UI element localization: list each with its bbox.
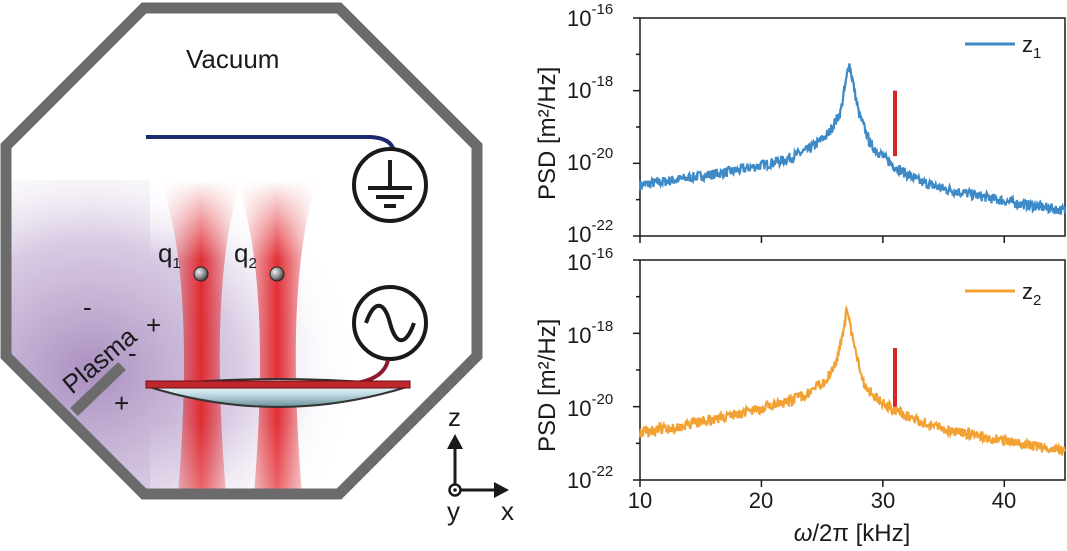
vacuum-chamber <box>0 2 483 500</box>
schematic: Vacuum q1 q2 Pla <box>0 2 514 526</box>
ylabel-bottom: PSD [m²/Hz] <box>534 319 561 452</box>
coordinate-axes <box>447 434 509 498</box>
plot-frame-bottom <box>639 259 1066 481</box>
ytick-labels-bottom: 10-16 10-18 10-20 10-22 <box>567 245 613 493</box>
psd-panel-bottom: 10-16 10-18 10-20 10-22 PSD [m²/Hz] z2 1… <box>534 245 1067 547</box>
xtick-label: 40 <box>992 488 1016 513</box>
legend-top: z1 <box>965 32 1041 62</box>
ytick-label: 10-22 <box>567 217 613 247</box>
legend-label-z1: z1 <box>1022 32 1041 62</box>
charge-minus-2: - <box>128 338 137 368</box>
ytick-label: 10-20 <box>567 145 613 175</box>
ytick-label: 10-18 <box>567 73 613 103</box>
xtick-label: 10 <box>628 488 652 513</box>
particle-2 <box>269 266 285 282</box>
ac-source-symbol <box>352 285 428 361</box>
charge-plus-2: + <box>114 388 129 418</box>
ytick-label: 10-22 <box>567 463 613 493</box>
axis-y-label: y <box>447 496 460 526</box>
lens-electrode <box>145 378 411 408</box>
xtick-label: 20 <box>749 488 773 513</box>
ground-symbol <box>352 147 428 223</box>
xtick-label: 30 <box>871 488 895 513</box>
axis-ticks-bottom <box>633 259 1006 487</box>
ylabel-top: PSD [m²/Hz] <box>534 67 561 200</box>
ytick-label: 10-20 <box>567 391 613 421</box>
particle-1 <box>193 266 209 282</box>
vacuum-label: Vacuum <box>186 44 279 74</box>
axis-ticks-top <box>633 17 1006 243</box>
plasma-electrode <box>70 362 126 416</box>
series-z2-line <box>638 304 1067 457</box>
ytick-label: 10-16 <box>567 245 613 275</box>
particle-2-label: q2 <box>234 238 257 272</box>
axis-z-label: z <box>448 402 461 432</box>
xlabel: ω/2π [kHz] <box>794 520 911 547</box>
charge-minus-1: - <box>83 292 92 322</box>
ytick-label: 10-16 <box>567 1 613 31</box>
particle-1-label: q1 <box>158 238 181 272</box>
psd-panel-top: 10-16 10-18 10-20 10-22 PSD [m²/Hz] z1 <box>534 1 1067 247</box>
series-z1-line <box>638 63 1067 215</box>
ytick-labels-top: 10-16 10-18 10-20 10-22 <box>567 1 613 247</box>
axis-x-label: x <box>501 496 514 526</box>
legend-label-z2: z2 <box>1022 279 1041 309</box>
xtick-labels: 10 20 30 40 <box>628 488 1016 513</box>
legend-bottom: z2 <box>965 279 1041 309</box>
ground-wire <box>146 135 396 153</box>
ytick-label: 10-18 <box>567 318 613 348</box>
charge-plus-1: + <box>146 310 161 340</box>
